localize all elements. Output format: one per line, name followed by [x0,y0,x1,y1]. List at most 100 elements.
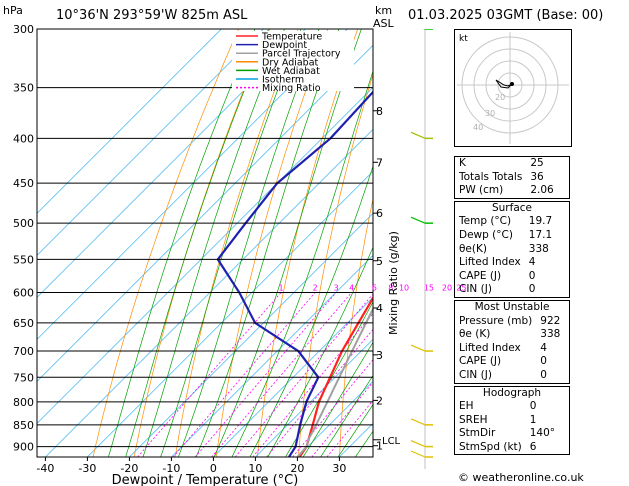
hodograph-ring-label: 30 [485,109,495,118]
temperature-tick-label: -30 [78,462,96,475]
table-row: CAPE (J) 0 [455,355,569,369]
height-km-label: 7 [376,156,383,169]
temperature-tick-label: 30 [332,462,346,475]
surface-indices: Surface Temp (°C) 19.7 Dewp (°C) 17.1 θe(K… [454,200,570,298]
temperature-tick-label: -40 [36,462,54,475]
wind-barb-flag [410,450,426,458]
wet-adiabat [302,341,373,457]
pressure-tick-label: 650 [13,317,34,330]
isotherm-line [87,170,373,457]
wet-adiabat [178,29,320,457]
index-value: 922 [540,314,561,327]
height-km-label: 1 [376,440,383,453]
isotherm-line [213,296,373,457]
table-row: Totals Totals 36 [455,171,569,185]
dry-adiabat [256,29,359,457]
isotherm-line [171,254,373,457]
plot-area [37,29,627,457]
isotherm-line [37,29,348,340]
section-title: Surface [491,201,532,214]
index-label: StmDir [459,427,496,440]
hodograph-panel: kt 20 30 40 [454,29,572,147]
legend-entry: Isotherm [262,75,304,86]
index-value: 4 [540,341,547,354]
index-label: SREH [459,413,488,426]
index-label: Pressure (mb) [459,314,533,327]
height-km-label: 2 [376,394,383,407]
mixing-ratio-label: 25 [456,283,466,292]
legend-background [232,31,354,91]
pressure-tick-label: 300 [13,23,34,36]
mixing-ratio-label: 10 [399,283,409,292]
wet-adiabat [320,374,373,457]
general-indices: K 25 Totals Totals 36 PW (cm) 2.06 [454,156,570,199]
mixing-ratio-line [252,313,373,457]
table-row: θe(K) 338 [455,243,569,257]
pressure-tick-label: 900 [13,441,34,454]
wet-adiabat [125,29,270,457]
table-row: SREH 1 [455,414,569,428]
height-km-label: 8 [376,105,383,118]
pressure-tick-label: 700 [13,345,34,358]
index-value: 1 [529,413,537,426]
forecast-datetime: 01.03.2025 03GMT (Base: 00) [408,8,604,23]
mixing-ratio-label: 2 [313,283,318,292]
index-value: 338 [528,242,549,255]
index-value: 0 [529,400,537,413]
height-km-label: 4 [376,302,383,315]
hodograph: kt 20 30 40 [457,32,569,144]
legend-entry: Dewpoint [262,40,307,51]
mixing-ratio-label: 8 [388,283,393,292]
wet-adiabat [195,29,340,457]
table-row: θe (K) 338 [455,328,569,342]
isotherm-line [37,29,306,298]
wind-barb-flag [410,216,426,224]
wet-adiabat [337,404,373,457]
wet-adiabat [108,29,256,457]
isotherm-line [129,212,373,457]
mixing-ratio-label: 1 [279,283,284,292]
mixing-ratio-line [137,292,282,457]
table-row: CIN (J) 0 [455,369,569,383]
dry-adiabat [609,29,627,457]
pressure-tick-label: 450 [13,177,34,190]
index-value: 36 [530,170,544,183]
wet-adiabat [285,301,373,457]
hodograph-trace [495,79,513,89]
dry-adiabat [92,29,239,457]
index-label: CAPE (J) [459,355,502,368]
wind-barb-flag [410,440,426,448]
storm-motion-marker [510,82,514,86]
index-label: PW (cm) [459,184,504,197]
table-row: Lifted Index 4 [455,342,569,356]
copyright-footer: © weatheronline.co.uk [458,471,584,484]
mixing-ratio-line [194,292,337,457]
index-value: 17.1 [528,228,553,241]
hpa-unit-label: hPa [3,4,23,17]
table-row: Dewp (°C) 17.1 [455,229,569,243]
section-title: Most Unstable [474,300,550,313]
pressure-tick-label: 400 [13,132,34,145]
dry-adiabat [298,73,373,457]
hodograph-ring-label: 40 [473,123,483,132]
index-value: 6 [529,440,537,453]
table-row: PW (cm) 2.06 [455,184,569,198]
legend-entry: Dry Adiabat [262,57,319,68]
index-label: Totals Totals [459,170,523,183]
section-title: Hodograph [482,386,542,399]
legend-entry: Parcel Trajectory [262,49,341,60]
mixing-ratio-label: 15 [424,283,434,292]
temperature-tick-label: 0 [210,462,217,475]
wet-adiabat [267,246,373,457]
isotherm-line [37,29,222,214]
index-label: K [459,157,466,169]
lcl-label: LCL [382,436,401,447]
plot-frame [36,28,374,458]
mixing-ratio-label: 4 [349,283,354,292]
pressure-tick-label: 600 [13,286,34,299]
pressure-tick-label: 550 [13,253,34,266]
index-value: 0 [528,283,536,296]
legend-entry: Wet Adiabat [262,66,320,77]
wind-barb-flag [410,418,426,426]
mixing-ratio-line [266,328,373,457]
